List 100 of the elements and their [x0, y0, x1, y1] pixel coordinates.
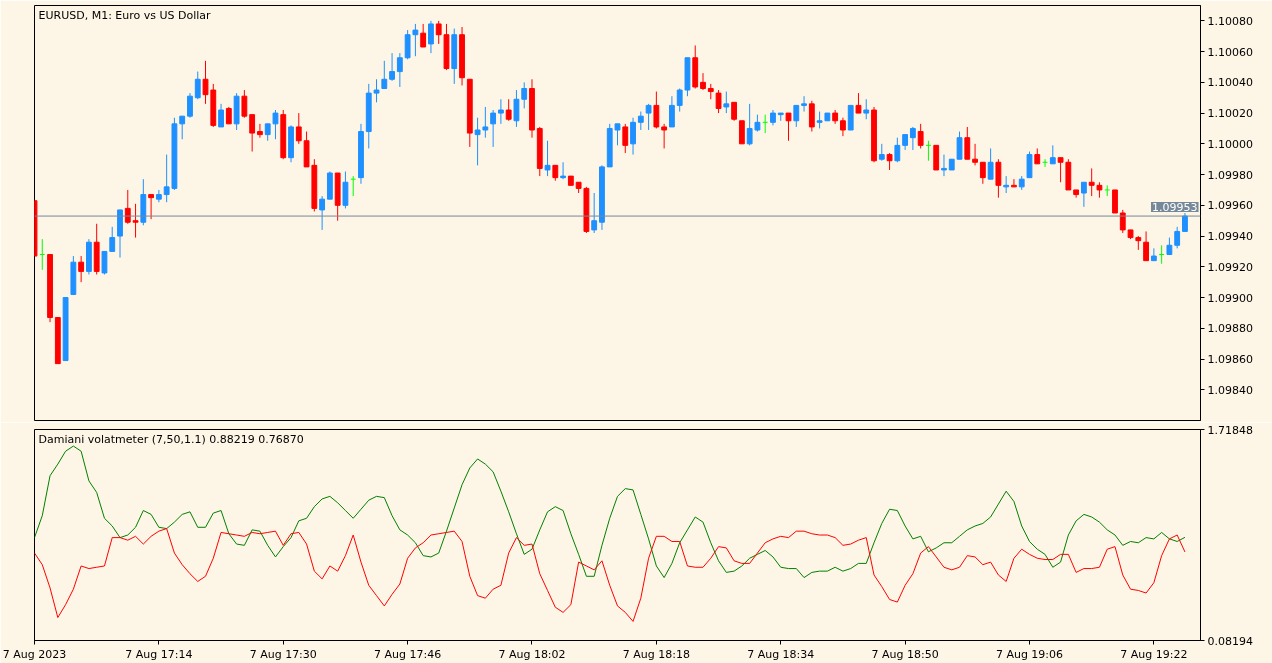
ref-line-label: 1.09953: [1152, 201, 1198, 215]
candlestick: [925, 140, 932, 162]
candlestick: [381, 60, 388, 89]
candlestick: [863, 98, 870, 120]
candlestick: [738, 120, 745, 145]
candlestick: [39, 238, 46, 271]
candlestick: [295, 112, 302, 145]
x-tick-label: 7 Aug 19:22: [1120, 647, 1188, 661]
candlestick: [653, 91, 660, 129]
y-tick-label: 1.10040: [1207, 76, 1253, 90]
candlestick: [148, 194, 155, 220]
candlestick: [785, 112, 792, 142]
candlestick: [218, 103, 224, 128]
candlestick: [894, 137, 901, 163]
y-tick-label: 1.10060: [1207, 45, 1253, 59]
candlestick: [241, 89, 248, 119]
y-tick-label: 1.10080: [1207, 14, 1253, 28]
y-tick-label: 1.09940: [1207, 230, 1253, 244]
candlestick: [1112, 189, 1118, 214]
x-tick-label: 7 Aug 18:02: [498, 647, 566, 661]
candlestick: [404, 29, 411, 60]
candlestick: [941, 154, 947, 177]
candlestick: [1143, 230, 1149, 262]
candlestick: [342, 171, 349, 209]
candlestick: [801, 95, 807, 113]
candlestick: [412, 23, 419, 57]
candlestick: [917, 123, 924, 149]
x-tick-label: 7 Aug 18:18: [622, 647, 690, 661]
x-tick-label: 7 Aug 19:06: [995, 647, 1064, 661]
candlestick: [179, 115, 186, 140]
candlestick: [1080, 181, 1087, 208]
candlestick: [661, 123, 668, 149]
candlestick: [979, 161, 986, 185]
candlestick: [319, 195, 326, 231]
candlestick: [187, 92, 193, 119]
x-tick-label: 7 Aug 18:34: [747, 647, 815, 661]
y-tick-label: 1.09840: [1207, 383, 1253, 397]
candlestick: [700, 72, 706, 91]
candlestick: [505, 98, 512, 122]
candlestick: [909, 126, 916, 151]
chart-title: EURUSD, M1: Euro vs US Dollar: [38, 8, 212, 22]
candlestick: [420, 23, 427, 48]
candlestick: [715, 89, 722, 114]
candlestick: [389, 52, 395, 82]
candlestick: [964, 126, 971, 160]
candlestick: [482, 106, 489, 139]
candlestick: [630, 117, 636, 156]
candlestick: [249, 114, 256, 153]
candlestick: [435, 20, 442, 45]
candlestick: [840, 117, 846, 137]
candlestick: [497, 98, 504, 125]
y-tick-label: 1.10000: [1207, 137, 1253, 151]
candlestick: [560, 161, 566, 180]
candlestick: [987, 147, 994, 180]
y-tick-label: 0.08194: [1207, 634, 1253, 648]
candlestick: [1011, 178, 1017, 188]
x-tick-label: 7 Aug 18:50: [871, 647, 939, 661]
line-series: [34, 445, 1186, 579]
x-tick-label: 7 Aug 2023: [2, 647, 67, 661]
candlestick: [428, 20, 434, 54]
candlestick: [1174, 226, 1181, 249]
candlestick: [78, 255, 85, 283]
x-tick-label: 7 Aug 17:14: [125, 647, 193, 661]
candlestick: [793, 104, 800, 128]
candlestick: [622, 123, 629, 154]
candlestick: [373, 78, 380, 103]
candlestick: [723, 91, 730, 114]
x-tick-label: 7 Aug 17:46: [374, 647, 442, 661]
line-series: [34, 528, 1186, 622]
candlestick: [1150, 247, 1157, 262]
candlestick: [474, 117, 481, 166]
candlestick: [808, 100, 815, 133]
candlestick: [637, 111, 644, 131]
candlestick: [257, 123, 263, 139]
y-tick-label: 1.09920: [1207, 260, 1253, 274]
candlestick: [645, 103, 652, 131]
candlestick: [669, 95, 675, 128]
chart-title: Damiani volatmeter (7,50,1.1) 0.88219 0.76870: [38, 432, 304, 446]
candlestick: [155, 189, 162, 203]
candlestick: [350, 175, 357, 197]
y-tick-label: 1.09860: [1207, 353, 1253, 367]
x-tick-label: 7 Aug 17:30: [249, 647, 317, 661]
candlestick: [855, 92, 862, 114]
candlestick: [1057, 157, 1064, 183]
candlestick: [544, 140, 551, 177]
candlestick: [1049, 144, 1056, 165]
candlestick: [956, 131, 963, 160]
candlestick: [995, 158, 1002, 199]
candlestick: [591, 192, 598, 234]
candlestick: [972, 143, 978, 166]
y-tick-label: 1.71848: [1207, 423, 1253, 437]
y-tick-label: 1.09880: [1207, 322, 1253, 336]
candlestick: [272, 109, 279, 140]
candlestick: [396, 52, 403, 88]
candlestick: [731, 101, 738, 122]
y-tick-label: 1.09980: [1207, 168, 1253, 182]
y-tick-label: 1.09960: [1207, 199, 1253, 213]
candlestick: [194, 71, 201, 100]
candlestick: [762, 114, 769, 134]
candlestick: [1026, 151, 1033, 179]
